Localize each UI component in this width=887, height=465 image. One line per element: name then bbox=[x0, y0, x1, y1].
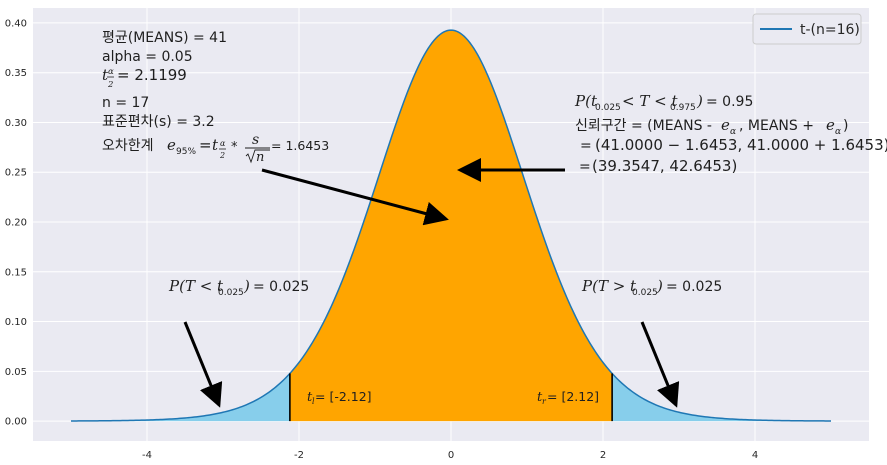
tr-label: t r = [2.12] bbox=[537, 389, 599, 406]
y-tick-label: 0.15 bbox=[5, 267, 27, 278]
ci-line2-prefix: 신뢰구간 = (MEANS - bbox=[575, 118, 712, 134]
tr-value: = [2.12] bbox=[547, 389, 599, 404]
svg-text:0.025: 0.025 bbox=[632, 288, 658, 298]
right-tail-arrow bbox=[640, 321, 680, 408]
svg-text:2: 2 bbox=[219, 151, 225, 160]
ci-line2: 신뢰구간 = (MEANS - e α , MEANS + e α ) bbox=[575, 116, 848, 137]
svg-text:0.025: 0.025 bbox=[218, 288, 244, 298]
legend-box bbox=[752, 13, 862, 45]
svg-text:P(T < t: P(T < t bbox=[168, 277, 224, 295]
right-tail-annotation: P(T > t 0.025 ) = 0.025 bbox=[581, 277, 722, 298]
svg-text:95%: 95% bbox=[176, 147, 196, 157]
svg-text:r: r bbox=[542, 397, 547, 406]
svg-text:t: t bbox=[102, 66, 109, 84]
tl-label: t l = [-2.12] bbox=[307, 389, 372, 406]
y-tick-labels: 0.00 0.05 0.10 0.15 0.20 0.25 0.30 0.35 0.40 bbox=[5, 18, 27, 427]
ci-prob-formula: P(t 0.025 < T < t 0.975 ) = 0.95 bbox=[574, 92, 753, 113]
ci-line2-mid: , MEANS + bbox=[739, 118, 814, 134]
svg-text:0.975: 0.975 bbox=[670, 103, 696, 113]
ci-line4: (39.3547, 42.6453) bbox=[592, 157, 737, 175]
svg-text:l: l bbox=[312, 397, 315, 406]
ci-line3-eq: = bbox=[580, 138, 592, 154]
y-tick-label: 0.00 bbox=[5, 417, 27, 428]
y-tick-label: 0.35 bbox=[5, 68, 27, 79]
ci-annotation: P(t 0.025 < T < t 0.975 ) = 0.95 신뢰구간 = … bbox=[574, 92, 887, 175]
legend: t-(n=16) bbox=[752, 13, 862, 45]
y-tick-label: 0.20 bbox=[5, 218, 27, 229]
x-tick-label: 4 bbox=[752, 450, 758, 461]
x-tick-label: -2 bbox=[294, 450, 304, 461]
left-tail-value: = 0.025 bbox=[253, 279, 309, 295]
y-tick-label: 0.25 bbox=[5, 168, 27, 179]
svg-text:n: n bbox=[256, 150, 264, 165]
ci-prob-value: = 0.95 bbox=[706, 94, 753, 110]
y-tick-label: 0.30 bbox=[5, 118, 27, 129]
svg-text:t: t bbox=[212, 136, 219, 154]
arrows bbox=[183, 158, 680, 408]
tl-value: = [-2.12] bbox=[315, 389, 372, 404]
svg-text:): ) bbox=[656, 277, 663, 295]
ci-line4-eq: = bbox=[579, 159, 591, 175]
curve-layer bbox=[70, 29, 832, 422]
x-tick-label: 0 bbox=[448, 450, 454, 461]
margin-arrow bbox=[261, 168, 449, 226]
region-center bbox=[289, 30, 613, 422]
svg-text:s: s bbox=[252, 132, 259, 148]
margin-prefix: 오차한계 bbox=[102, 138, 154, 154]
x-tick-labels: -4 -2 0 2 4 bbox=[142, 450, 758, 461]
legend-label: t-(n=16) bbox=[800, 22, 860, 38]
svg-text:e: e bbox=[167, 136, 176, 154]
series-line-t bbox=[70, 29, 832, 422]
critical-lines bbox=[289, 373, 613, 422]
t-value-text: = 2.1199 bbox=[117, 66, 187, 84]
svg-text:t: t bbox=[307, 390, 313, 405]
svg-text:P(T > t: P(T > t bbox=[581, 277, 637, 295]
left-tail-arrow bbox=[183, 321, 223, 408]
svg-text:): ) bbox=[696, 92, 703, 110]
svg-text:α: α bbox=[835, 127, 841, 137]
svg-text:*: * bbox=[231, 140, 238, 155]
y-tick-label: 0.10 bbox=[5, 317, 27, 328]
svg-text:): ) bbox=[243, 277, 250, 295]
svg-text:0.025: 0.025 bbox=[595, 103, 621, 113]
svg-text:α: α bbox=[220, 139, 226, 148]
y-tick-label: 0.05 bbox=[5, 367, 27, 378]
margin-formula: 오차한계 e 95% = t α 2 * s n = 1.6453 bbox=[102, 132, 329, 165]
svg-text:α: α bbox=[730, 127, 736, 137]
x-tick-label: 2 bbox=[600, 450, 606, 461]
x-tick-label: -4 bbox=[142, 450, 152, 461]
stats-annotation: 평균(MEANS) = 41 alpha = 0.05 t α 2 = 2.11… bbox=[102, 30, 329, 165]
y-tick-label: 0.40 bbox=[5, 18, 27, 29]
svg-text:=: = bbox=[199, 136, 212, 154]
svg-text:α: α bbox=[108, 67, 114, 77]
margin-value: = 1.6453 bbox=[271, 138, 329, 153]
ci-line3: (41.0000 − 1.6453, 41.0000 + 1.6453) bbox=[595, 136, 887, 154]
ci-line2-end: ) bbox=[843, 118, 848, 134]
svg-text:< T < t: < T < t bbox=[622, 92, 678, 110]
svg-text:e: e bbox=[826, 116, 835, 134]
svg-text:e: e bbox=[721, 116, 730, 134]
svg-text:t: t bbox=[537, 390, 543, 405]
alpha-text: alpha = 0.05 bbox=[102, 49, 193, 65]
t-alpha-formula: t α 2 = 2.1199 bbox=[102, 66, 187, 90]
std-text: 표준편차(s) = 3.2 bbox=[102, 114, 215, 130]
left-tail-annotation: P(T < t 0.025 ) = 0.025 bbox=[168, 277, 309, 298]
means-text: 평균(MEANS) = 41 bbox=[102, 30, 227, 46]
right-tail-value: = 0.025 bbox=[666, 279, 722, 295]
svg-text:P(t: P(t bbox=[574, 92, 598, 110]
n-text: n = 17 bbox=[102, 95, 149, 111]
svg-text:2: 2 bbox=[107, 80, 113, 90]
